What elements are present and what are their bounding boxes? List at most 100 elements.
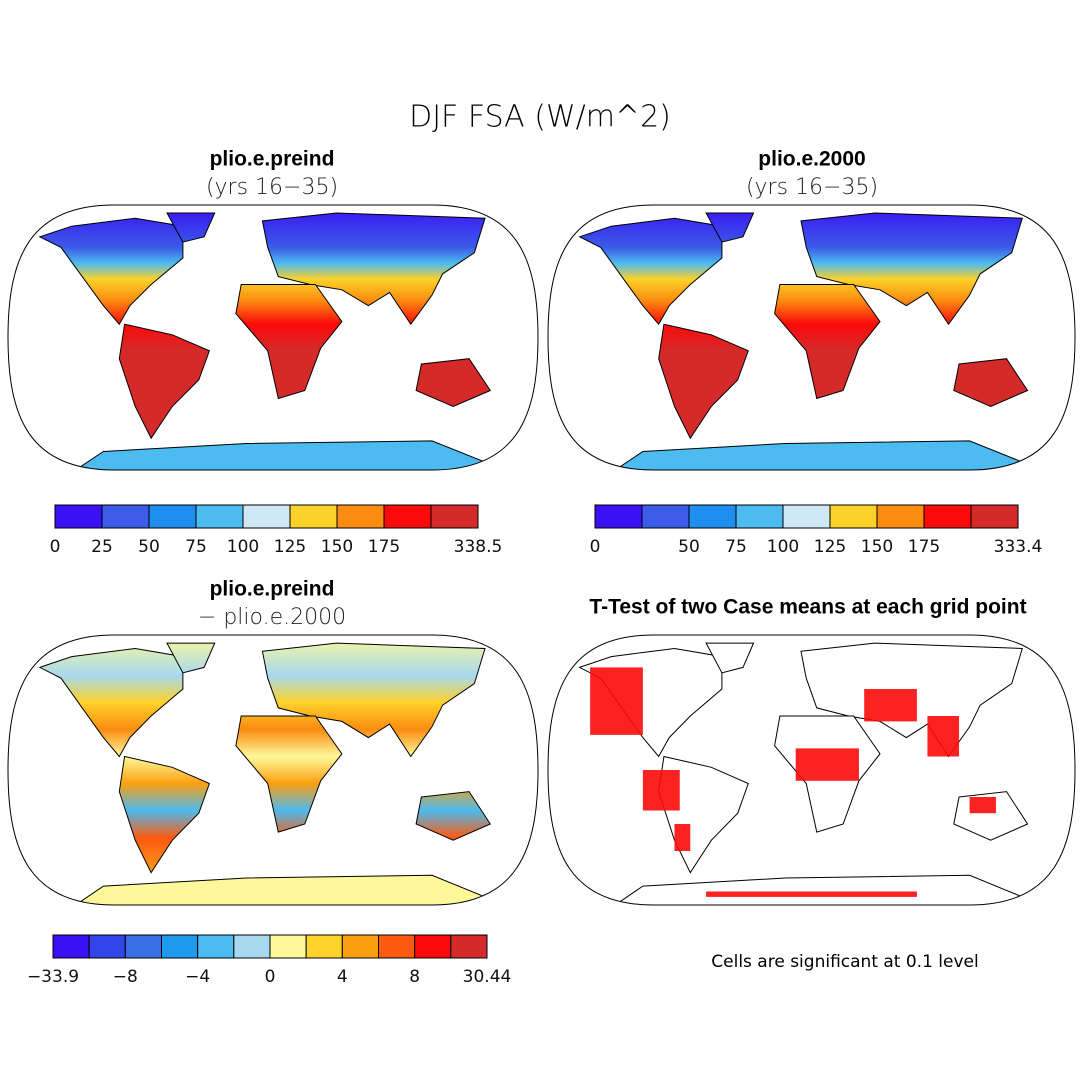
colorbar-box: [383, 504, 432, 529]
continent: [658, 323, 749, 440]
map-land: [578, 642, 1029, 905]
map-panel: [7, 204, 539, 471]
colorbar-label: 0: [50, 537, 61, 557]
significant-cells: [927, 716, 960, 757]
colorbar-box: [923, 504, 972, 529]
colorbar-label: 150: [321, 537, 353, 557]
continent: [261, 212, 486, 326]
colorbar-label: −8: [113, 967, 138, 987]
map-land: [38, 212, 492, 470]
map-panel: [7, 634, 539, 906]
significant-cells: [674, 824, 691, 851]
colorbar-label: 175: [368, 537, 400, 557]
colorbar-box: [970, 504, 1019, 529]
colorbar-label: 338.5: [454, 537, 503, 557]
colorbar-box: [414, 934, 452, 959]
continent: [415, 791, 492, 841]
continent: [261, 642, 486, 758]
colorbar-box: [782, 504, 831, 529]
panel-note: Cells are significant at 0.1 level: [711, 952, 978, 972]
map-panel: [547, 634, 1076, 906]
map-outline: [547, 204, 1076, 471]
map-land: [578, 212, 1029, 470]
colorbar-label: 50: [678, 537, 700, 557]
continent: [235, 284, 343, 400]
panel-subtitle: − plio.e.2000: [198, 605, 346, 630]
significant-cells: [864, 689, 917, 722]
colorbar-box: [594, 504, 643, 529]
continent: [705, 212, 755, 243]
colorbar-box: [688, 504, 737, 529]
colorbar-box: [233, 934, 271, 959]
significant-cells: [969, 797, 996, 814]
colorbar-box: [242, 504, 291, 529]
colorbar-box: [378, 934, 416, 959]
significant-cells: [642, 770, 680, 811]
colorbar-label: −33.9: [27, 967, 79, 987]
significant-cells: [706, 891, 917, 897]
continent: [953, 358, 1029, 407]
map-panel: [547, 204, 1076, 471]
continent: [166, 642, 216, 674]
panel-title: plio.e.preind: [210, 148, 335, 171]
colorbar-label: 30.44: [463, 967, 512, 987]
colorbar-label: 125: [274, 537, 306, 557]
continent: [609, 440, 1024, 470]
continent: [166, 212, 216, 243]
colorbar-label: 4: [337, 967, 348, 987]
colorbar-label: 333.4: [994, 537, 1043, 557]
colorbar-box: [289, 504, 338, 529]
continent: [235, 715, 343, 833]
colorbar-box: [101, 504, 150, 529]
colorbar-label: 100: [767, 537, 799, 557]
panel-title: plio.e.preind: [210, 578, 335, 601]
colorbar-label: 175: [908, 537, 940, 557]
colorbar-label: 0: [265, 967, 276, 987]
colorbar-box: [161, 934, 199, 959]
continent: [69, 440, 486, 470]
map-outline: [7, 634, 539, 906]
continent: [415, 358, 492, 407]
colorbar-label: 125: [814, 537, 846, 557]
colorbar-box: [829, 504, 878, 529]
colorbar-box: [269, 934, 307, 959]
colorbar-box: [450, 934, 488, 959]
continent: [38, 647, 184, 758]
continent: [118, 755, 211, 874]
colorbar-box: [52, 934, 90, 959]
colorbar-box: [305, 934, 343, 959]
colorbar-box: [88, 934, 126, 959]
colorbar-label: 100: [227, 537, 259, 557]
significant-cells: [795, 748, 859, 781]
panel-title: T-Test of two Case means at each grid po…: [589, 596, 1026, 619]
colorbar-label: 50: [138, 537, 160, 557]
colorbar-label: 0: [590, 537, 601, 557]
continent: [578, 217, 723, 326]
continent: [800, 212, 1023, 326]
continent: [774, 284, 881, 400]
figure-title: DJF FSA (W/m^2): [409, 100, 671, 135]
panel-subtitle: (yrs 16−35): [746, 175, 878, 200]
colorbar-box: [124, 934, 163, 959]
continent: [69, 874, 486, 905]
colorbar-label: 75: [185, 537, 207, 557]
colorbar-label: 150: [861, 537, 893, 557]
colorbar-box: [197, 934, 235, 959]
colorbar-box: [341, 934, 380, 959]
panel-title: plio.e.2000: [758, 148, 865, 171]
colorbar-label: 75: [725, 537, 747, 557]
colorbar-label: −4: [185, 967, 210, 987]
colorbar-label: 8: [409, 967, 420, 987]
significant-cells: [590, 667, 643, 735]
panel-subtitle: (yrs 16−35): [206, 175, 338, 200]
continent: [38, 217, 184, 326]
map-outline: [547, 634, 1076, 906]
colorbar-box: [735, 504, 784, 529]
map-land: [38, 642, 492, 905]
continent: [118, 323, 211, 440]
colorbar-box: [430, 504, 479, 529]
colorbar-label: 25: [91, 537, 113, 557]
continent: [705, 642, 755, 674]
colorbar-box: [54, 504, 103, 529]
